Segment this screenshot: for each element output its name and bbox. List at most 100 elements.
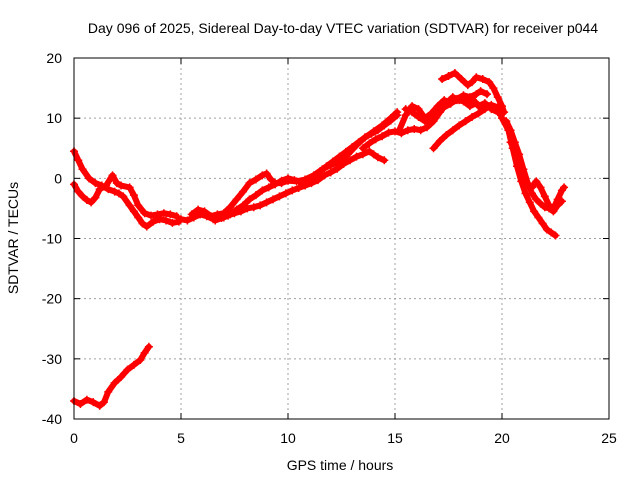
data-point-marker	[266, 175, 275, 184]
data-point-marker	[183, 216, 192, 225]
data-point-marker	[450, 69, 459, 78]
data-point-marker	[478, 75, 487, 84]
data-point-marker	[373, 153, 382, 162]
series-track-1	[70, 342, 153, 410]
data-point-marker	[251, 191, 260, 200]
data-point-marker	[551, 231, 560, 240]
data-point-marker	[129, 207, 138, 216]
data-point-marker	[420, 117, 429, 126]
data-point-marker	[429, 117, 438, 126]
data-point-marker	[147, 211, 156, 220]
data-point-marker	[119, 192, 128, 201]
data-point-marker	[149, 217, 158, 226]
y-tick-label: -10	[42, 231, 62, 247]
data-point-marker	[108, 171, 117, 180]
data-point-marker	[138, 219, 147, 228]
data-point-marker	[498, 114, 506, 123]
data-point-marker	[251, 175, 260, 184]
data-point-marker	[117, 181, 126, 190]
data-point-marker	[224, 211, 233, 220]
data-point-marker	[549, 204, 558, 213]
data-point-marker	[91, 193, 100, 202]
data-point-marker	[547, 228, 556, 237]
data-point-marker	[393, 108, 402, 117]
data-point-marker	[318, 165, 327, 174]
data-point-marker	[117, 372, 126, 381]
data-point-marker	[440, 96, 449, 105]
data-point-marker	[386, 114, 395, 123]
data-point-marker	[125, 201, 134, 210]
data-point-marker	[358, 144, 367, 153]
x-tick-label: 0	[70, 430, 78, 446]
data-point-marker	[129, 360, 138, 369]
data-point-marker	[87, 198, 96, 207]
data-point-marker	[226, 203, 235, 212]
data-point-marker	[125, 183, 134, 192]
data-point-marker	[142, 222, 151, 231]
data-point-marker	[168, 218, 177, 227]
data-point-marker	[352, 141, 361, 150]
data-point-marker	[472, 90, 481, 99]
data-point-marker	[262, 169, 271, 178]
data-point-marker	[435, 137, 444, 146]
data-layer	[70, 69, 569, 410]
data-point-marker	[474, 109, 483, 118]
data-point-marker	[166, 210, 175, 219]
y-tick-label: 20	[46, 50, 62, 66]
data-point-marker	[230, 209, 239, 218]
data-point-marker	[515, 159, 524, 168]
y-tick-label: -20	[42, 291, 62, 307]
data-point-marker	[313, 176, 322, 185]
data-point-marker	[532, 177, 541, 186]
data-point-marker	[414, 105, 423, 114]
data-point-marker	[480, 105, 489, 114]
data-point-marker	[525, 198, 534, 207]
data-point-marker	[380, 156, 389, 165]
series-track-13	[506, 138, 569, 213]
data-point-marker	[264, 183, 273, 192]
x-axis-label: GPS time / hours	[287, 457, 394, 473]
data-point-marker	[442, 131, 451, 140]
y-tick-label: 10	[46, 110, 62, 126]
data-point-marker	[162, 216, 171, 225]
data-point-marker	[153, 210, 162, 219]
data-point-marker	[99, 398, 108, 407]
data-point-marker	[457, 75, 466, 84]
x-tick-label: 10	[280, 430, 296, 446]
data-point-marker	[136, 356, 145, 365]
data-point-marker	[74, 187, 83, 196]
data-point-marker	[326, 168, 335, 177]
data-point-marker	[211, 216, 220, 225]
data-point-marker	[275, 192, 284, 201]
data-point-marker	[110, 187, 119, 196]
data-point-marker	[284, 176, 292, 185]
data-point-marker	[177, 215, 185, 224]
data-point-marker	[427, 111, 436, 120]
data-point-marker	[455, 121, 464, 130]
data-point-marker	[123, 365, 132, 374]
data-point-marker	[102, 181, 111, 190]
data-point-marker	[309, 171, 318, 180]
data-point-marker	[416, 126, 425, 135]
data-point-marker	[493, 103, 502, 112]
data-point-marker	[453, 94, 462, 103]
x-tick-label: 5	[177, 430, 185, 446]
data-point-marker	[506, 126, 515, 135]
data-point-marker	[258, 171, 267, 180]
data-point-marker	[463, 81, 472, 90]
data-point-marker	[461, 117, 470, 126]
data-point-marker	[74, 156, 83, 165]
data-point-marker	[256, 201, 265, 210]
data-point-marker	[414, 112, 423, 121]
data-point-marker	[365, 147, 374, 156]
data-point-marker	[369, 150, 378, 159]
data-point-marker	[530, 207, 539, 216]
data-point-marker	[534, 213, 543, 222]
data-point-marker	[245, 195, 254, 204]
data-point-marker	[134, 201, 143, 210]
data-point-marker	[408, 108, 417, 117]
data-point-marker	[82, 195, 91, 204]
data-point-marker	[489, 84, 498, 93]
data-point-marker	[194, 205, 203, 214]
data-point-marker	[249, 203, 258, 212]
